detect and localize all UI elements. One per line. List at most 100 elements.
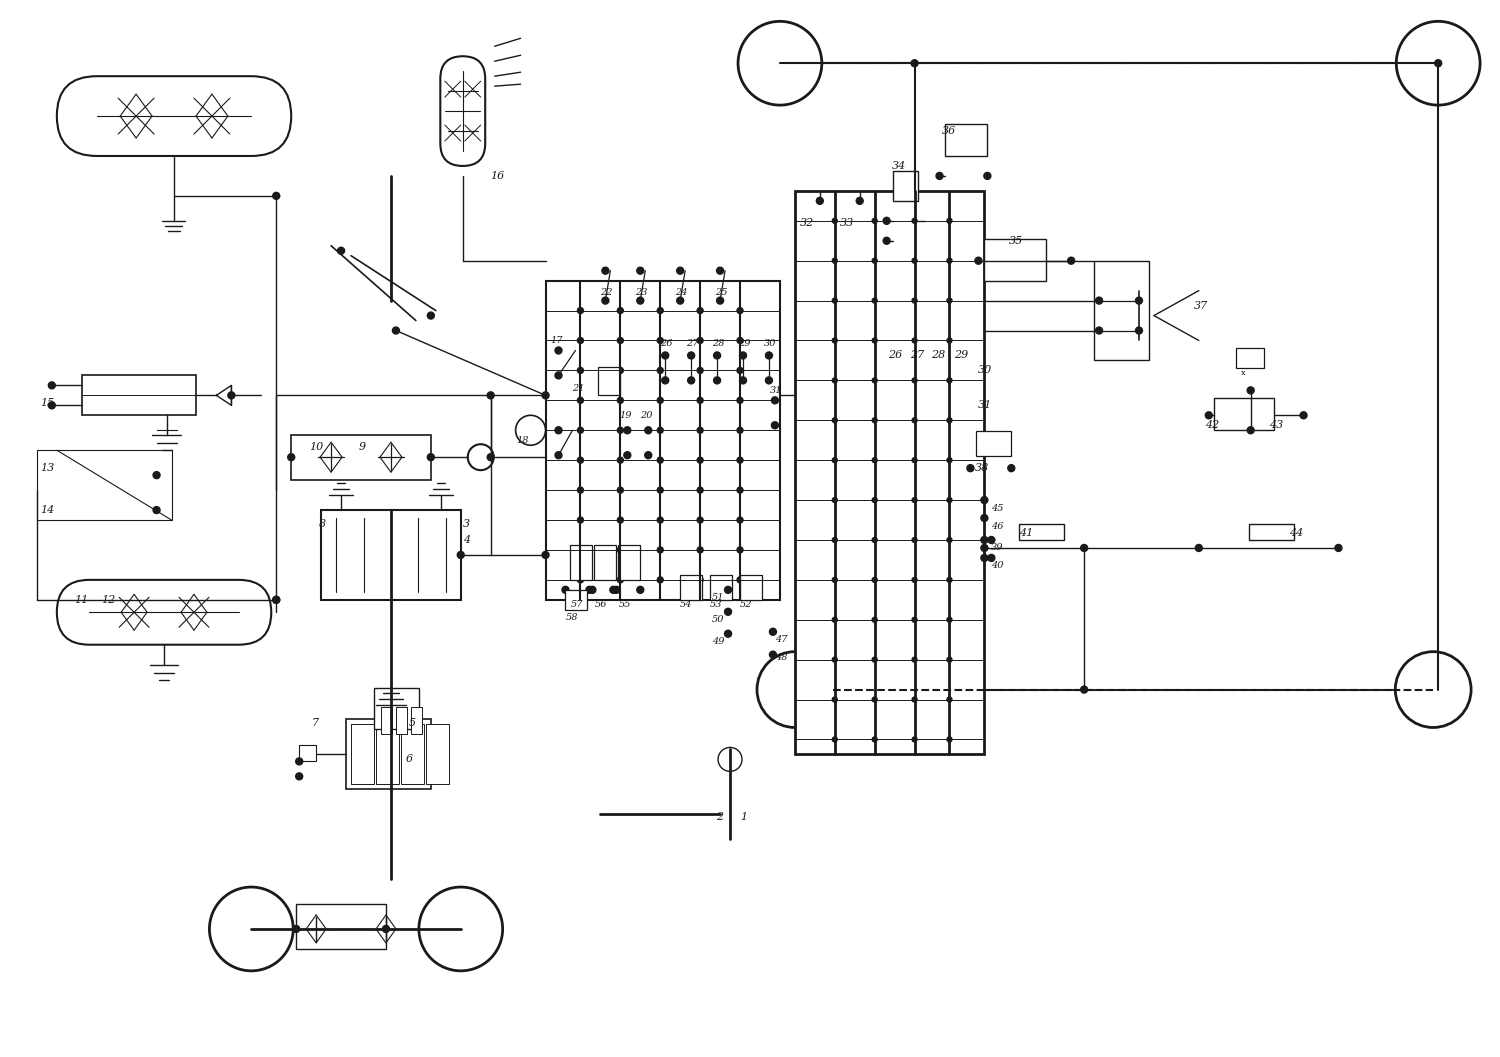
Circle shape xyxy=(912,577,916,582)
Bar xyxy=(351,724,374,784)
Circle shape xyxy=(578,368,584,373)
Bar xyxy=(984,239,1046,281)
Circle shape xyxy=(871,298,877,303)
Text: 29: 29 xyxy=(738,339,750,348)
Circle shape xyxy=(618,308,624,314)
Circle shape xyxy=(645,451,652,459)
Text: 28: 28 xyxy=(712,339,724,348)
Circle shape xyxy=(1080,686,1088,693)
Circle shape xyxy=(981,555,988,561)
Circle shape xyxy=(871,258,877,263)
Circle shape xyxy=(884,237,890,244)
Text: 3: 3 xyxy=(464,519,470,528)
Circle shape xyxy=(657,397,663,404)
Circle shape xyxy=(871,418,877,423)
Bar xyxy=(1020,524,1064,540)
Bar xyxy=(321,511,460,599)
Text: 52: 52 xyxy=(740,600,753,609)
Circle shape xyxy=(542,392,549,398)
Text: 40: 40 xyxy=(992,561,1004,571)
Circle shape xyxy=(427,312,435,319)
Circle shape xyxy=(871,458,877,463)
Bar xyxy=(945,124,987,156)
Circle shape xyxy=(662,352,669,359)
Bar xyxy=(546,281,780,599)
Circle shape xyxy=(912,458,916,463)
Circle shape xyxy=(833,258,837,263)
Circle shape xyxy=(1396,21,1480,105)
Circle shape xyxy=(657,546,663,553)
Circle shape xyxy=(871,219,877,223)
Circle shape xyxy=(871,537,877,542)
Text: 12: 12 xyxy=(102,595,116,605)
Text: 17: 17 xyxy=(550,336,562,345)
Circle shape xyxy=(912,617,916,623)
Circle shape xyxy=(771,396,778,404)
Circle shape xyxy=(833,298,837,303)
Circle shape xyxy=(555,451,562,459)
Circle shape xyxy=(698,368,703,373)
Bar xyxy=(892,171,918,201)
Circle shape xyxy=(871,617,877,623)
Circle shape xyxy=(871,697,877,702)
Circle shape xyxy=(946,298,952,303)
Circle shape xyxy=(578,577,584,582)
Circle shape xyxy=(662,377,669,384)
Circle shape xyxy=(698,577,703,582)
Text: 31: 31 xyxy=(770,386,783,395)
Circle shape xyxy=(717,297,723,304)
Circle shape xyxy=(946,258,952,263)
Circle shape xyxy=(981,497,988,503)
Circle shape xyxy=(578,487,584,494)
Circle shape xyxy=(871,737,877,742)
Text: 19: 19 xyxy=(620,411,632,420)
Circle shape xyxy=(1095,297,1102,304)
Circle shape xyxy=(975,257,982,264)
Circle shape xyxy=(912,697,916,702)
Bar xyxy=(710,575,732,599)
Text: 39: 39 xyxy=(992,543,1004,553)
Circle shape xyxy=(488,392,494,398)
Circle shape xyxy=(946,498,952,502)
Circle shape xyxy=(833,418,837,423)
Bar xyxy=(400,724,424,784)
Text: 30: 30 xyxy=(764,339,777,348)
Circle shape xyxy=(382,926,390,932)
Circle shape xyxy=(816,198,824,204)
Circle shape xyxy=(724,587,732,593)
Circle shape xyxy=(1335,544,1342,552)
Circle shape xyxy=(618,546,624,553)
Circle shape xyxy=(638,587,644,593)
Circle shape xyxy=(153,506,160,514)
Text: 25: 25 xyxy=(716,289,728,297)
Circle shape xyxy=(657,427,663,433)
Circle shape xyxy=(687,352,694,359)
Circle shape xyxy=(946,617,952,623)
Circle shape xyxy=(736,308,742,314)
Circle shape xyxy=(1246,387,1254,394)
Circle shape xyxy=(740,377,747,384)
Circle shape xyxy=(698,546,703,553)
Bar xyxy=(594,545,616,580)
FancyBboxPatch shape xyxy=(57,76,291,156)
Circle shape xyxy=(458,552,465,558)
Bar xyxy=(38,450,171,520)
Circle shape xyxy=(578,546,584,553)
Circle shape xyxy=(555,372,562,378)
Text: 30: 30 xyxy=(978,366,992,375)
Circle shape xyxy=(48,402,56,409)
Circle shape xyxy=(833,537,837,542)
Circle shape xyxy=(657,368,663,373)
Text: 27: 27 xyxy=(909,351,924,360)
Circle shape xyxy=(871,657,877,662)
Circle shape xyxy=(48,382,56,389)
Circle shape xyxy=(393,327,399,334)
Text: 6: 6 xyxy=(406,755,412,764)
Circle shape xyxy=(946,458,952,463)
Circle shape xyxy=(833,378,837,383)
Circle shape xyxy=(273,596,279,604)
Circle shape xyxy=(968,465,974,471)
Circle shape xyxy=(555,347,562,354)
Circle shape xyxy=(657,337,663,344)
Text: 41: 41 xyxy=(1020,528,1034,538)
